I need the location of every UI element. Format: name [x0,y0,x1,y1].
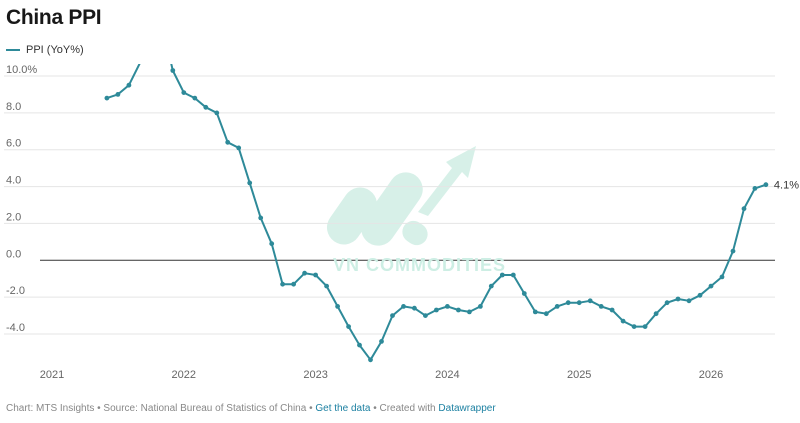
data-point [401,304,406,309]
data-point [346,324,351,329]
data-point [719,274,725,280]
data-point [543,311,549,317]
data-point [181,90,187,95]
data-point [499,272,505,278]
data-point [324,283,329,289]
grid-layer [4,75,775,335]
data-point [565,300,571,306]
y-tick-label: -2.0 [6,285,25,297]
data-point [357,342,362,348]
data-point [532,309,538,315]
data-point [258,215,264,221]
data-point [390,313,395,318]
data-point [115,92,121,97]
data-point [576,300,582,306]
x-tick-label: 2026 [699,369,723,381]
data-point [708,283,714,289]
data-point [631,324,637,329]
data-point [664,300,670,306]
x-tick-label: 2021 [40,369,64,381]
y-tick-label: -4.0 [6,322,25,334]
x-tick-label: 2025 [567,369,591,381]
chart-canvas: 10.0%8.06.04.02.00.0-2.0-4.0 2021 2022 202… [4,64,799,381]
data-point [478,304,483,309]
data-point [126,82,132,88]
data-point [335,304,340,309]
x-tick-label: 2023 [303,369,327,381]
data-point [236,145,242,151]
legend: PPI (YoY%) [6,44,84,56]
data-point [752,186,758,191]
series-line [106,64,767,361]
data-point [412,305,417,311]
data-point [313,272,318,278]
data-point [379,339,384,344]
data-point [302,270,307,276]
data-point [554,304,560,309]
data-point [104,95,110,101]
data-point [434,307,439,313]
watermark-logo-icon [326,146,476,246]
data-point [741,206,747,212]
end-value-label: 4.1% [774,180,799,192]
data-point [445,304,450,309]
data-point [247,180,253,186]
data-point [587,298,593,304]
y-tick-label: 4.0 [6,175,21,187]
legend-swatch [6,49,20,51]
footer-source: Chart: MTS Insights • Source: National B… [6,403,316,414]
data-point [510,272,516,278]
data-point [214,110,220,116]
data-point [730,248,736,254]
data-point [642,324,648,329]
x-axis: 2021 2022 2023 2024 2025 2026 [40,369,723,381]
y-tick-label: 8.0 [6,101,21,113]
data-point [763,182,769,188]
data-point [203,104,209,110]
data-point [170,68,176,73]
footer-created: • Created with [370,403,439,414]
data-point [697,292,703,298]
chart-footer: Chart: MTS Insights • Source: National B… [6,403,496,414]
series-layer [104,64,769,363]
data-point [280,281,285,287]
x-tick-label: 2024 [435,369,459,381]
data-point [269,241,275,247]
x-tick-label: 2022 [172,369,196,381]
y-tick-label: 10.0% [6,64,37,76]
data-point [675,296,681,302]
data-point [291,281,296,287]
data-point [368,357,373,363]
data-point [467,309,472,315]
data-point [488,283,494,289]
get-data-link[interactable]: Get the data [315,403,371,414]
data-point [456,307,461,313]
y-tick-label: 0.0 [6,248,21,260]
legend-label: PPI (YoY%) [26,44,84,56]
data-point [609,307,615,313]
y-axis: 10.0% 8.0 6.0 4.0 2.0 0.0 -2.0 -4.0 [6,64,37,334]
data-point [653,311,659,317]
chart-title: China PPI [6,6,102,29]
data-point [225,139,231,145]
data-point [521,291,527,296]
data-point [598,304,604,309]
data-point [620,318,626,324]
datawrapper-link[interactable]: Datawrapper [438,403,496,414]
watermark-text: VN COMMODITIES [333,255,507,275]
data-point [686,298,692,304]
y-tick-label: 2.0 [6,211,21,223]
data-point [192,95,198,101]
end-label-layer: 4.1% [774,180,799,192]
data-point [423,313,428,318]
y-tick-label: 6.0 [6,138,21,150]
